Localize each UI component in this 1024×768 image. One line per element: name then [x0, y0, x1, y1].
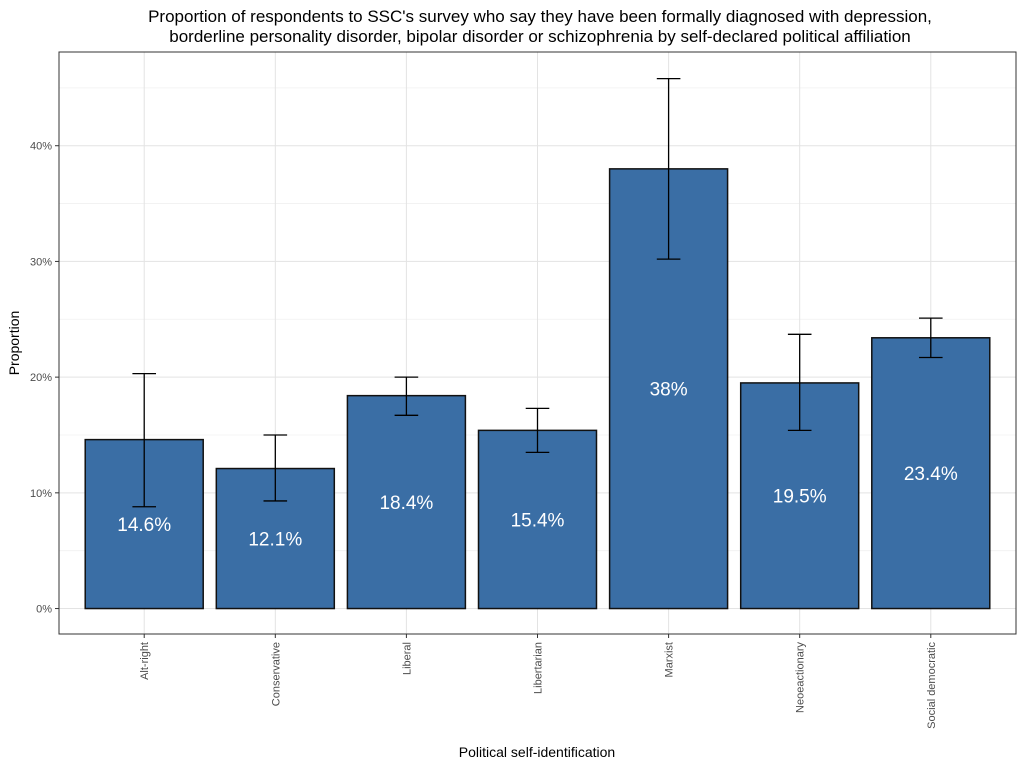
- x-tick-label: Conservative: [270, 642, 282, 706]
- chart-title-line-1: Proportion of respondents to SSC's surve…: [148, 7, 932, 26]
- bar-libertarian: [477, 429, 598, 610]
- error-bar: [525, 407, 550, 453]
- error-bar: [918, 317, 943, 359]
- x-tick-label: Social democratic: [926, 642, 938, 729]
- error-bar: [132, 373, 157, 508]
- x-axis-title: Political self-identification: [459, 744, 615, 760]
- bar-value-label: 18.4%: [379, 493, 433, 514]
- x-tick-label: Neoeactionary: [795, 642, 807, 713]
- x-axis-ticks: Alt-right Conservative Liberal Libertarian M…: [139, 634, 938, 729]
- y-tick-label: 40%: [30, 141, 52, 153]
- x-tick-label: Liberal: [401, 642, 413, 675]
- bar-value-label: 19.5%: [773, 487, 827, 508]
- error-bar: [394, 376, 419, 416]
- error-bars: [132, 77, 943, 508]
- chart-title-line-2: borderline personality disorder, bipolar…: [169, 27, 910, 46]
- bar-liberal: [346, 394, 467, 610]
- x-tick-label: Marxist: [664, 642, 676, 677]
- error-bar: [787, 333, 812, 432]
- x-tick-label: Alt-right: [139, 642, 151, 680]
- y-axis-ticks: 0% 10% 20% 30% 40%: [30, 141, 59, 616]
- bar-value-label: 23.4%: [904, 464, 958, 485]
- y-axis-title: Proportion: [6, 311, 22, 376]
- bar-value-label: 15.4%: [511, 510, 565, 531]
- bar-value-labels: 14.6% 12.1% 18.4% 15.4% 38% 19.5% 23.4%: [117, 380, 958, 551]
- y-tick-label: 10%: [30, 488, 52, 500]
- y-tick-label: 30%: [30, 256, 52, 268]
- x-tick-label: Libertarian: [533, 642, 545, 694]
- bar-value-label: 12.1%: [248, 530, 302, 551]
- bar-value-label: 38%: [650, 380, 688, 401]
- y-tick-label: 0%: [36, 604, 52, 616]
- bars: [84, 168, 991, 610]
- error-bar: [656, 77, 681, 260]
- error-bar: [263, 434, 288, 502]
- y-tick-label: 20%: [30, 372, 52, 384]
- bar-value-label: 14.6%: [117, 515, 171, 536]
